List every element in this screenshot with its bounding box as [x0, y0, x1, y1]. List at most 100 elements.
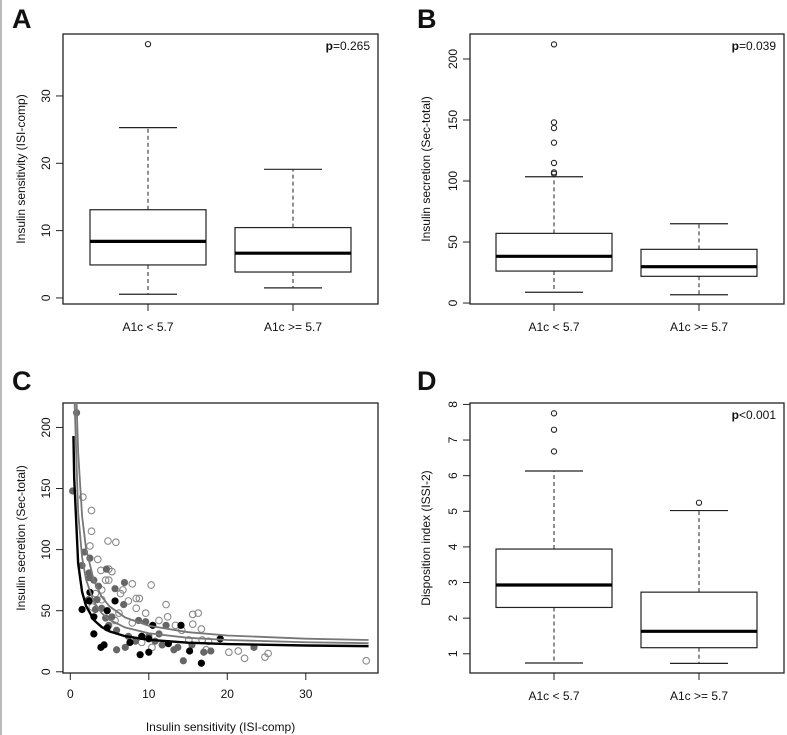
- x-category-label: A1c >= 5.7: [264, 320, 322, 334]
- scatter-series-3: [78, 588, 224, 667]
- scatter-point: [200, 648, 208, 656]
- p-value: <0.001: [739, 408, 776, 422]
- outlier-point: [550, 41, 558, 48]
- scatter-point: [132, 594, 141, 603]
- y-tick-label: 30: [39, 89, 53, 103]
- scatter-point: [100, 641, 108, 649]
- x-category-label: A1c < 5.7: [528, 689, 579, 703]
- p-value-label: p<0.001: [732, 408, 777, 422]
- scatter-point: [174, 643, 182, 651]
- x-tick-label: 10: [142, 687, 156, 701]
- scatter-point: [113, 646, 121, 654]
- scatter-point: [115, 609, 123, 617]
- scatter-point: [225, 648, 233, 657]
- scatter-point: [136, 651, 144, 659]
- outlier-point: [550, 426, 558, 433]
- p-symbol: p: [732, 408, 739, 422]
- panel-label: C: [12, 366, 32, 396]
- scatter-point: [240, 654, 249, 663]
- plot-frame: [469, 402, 785, 674]
- scatter-point: [87, 527, 96, 536]
- panel-d: D 1 2 3 4 5 6 7 8 Disposition index (ISSI-2) p<0.0…: [417, 366, 785, 703]
- y-tick-label: 200: [446, 49, 460, 69]
- panel-a: A 0 10 20 30 Insulin sensitivity (ISI-comp) p=…: [12, 4, 379, 334]
- scatter-point: [79, 493, 87, 501]
- x-category-label: A1c < 5.7: [528, 320, 579, 334]
- y-axis-title: Insulin secretion (Sec-total): [14, 465, 28, 610]
- outlier-point: [550, 170, 558, 177]
- scatter-point: [186, 647, 194, 655]
- box-2: [640, 223, 758, 296]
- y-tick-label: 100: [446, 171, 460, 191]
- y-tick-label: 0: [39, 668, 53, 675]
- y-tick-label: 20: [39, 156, 53, 170]
- y-axis-title: Insulin sensitivity (ISI-comp): [14, 94, 28, 243]
- y-tick-label: 1: [446, 650, 460, 657]
- x-tick-label: 20: [221, 687, 235, 701]
- fit-curve-3: [72, 435, 369, 648]
- p-symbol: p: [326, 39, 333, 53]
- x-axis-title: Insulin sensitivity (ISI-comp): [146, 720, 295, 734]
- y-tick-label: 6: [446, 472, 460, 479]
- outlier-point: [550, 159, 558, 167]
- iqr-box: [89, 209, 207, 266]
- scatter-point: [111, 597, 119, 605]
- scatter-point: [120, 578, 129, 587]
- scatter-point: [234, 647, 243, 655]
- outlier-point: [550, 124, 558, 132]
- scatter-point: [163, 612, 172, 621]
- y-tick-label: 10: [39, 224, 53, 238]
- scatter-point: [135, 594, 144, 603]
- box-2: [640, 499, 758, 664]
- scatter-point: [145, 648, 153, 656]
- scatter-point: [207, 647, 215, 655]
- scatter-point: [86, 542, 94, 550]
- x-category-label: A1c >= 5.7: [670, 689, 728, 703]
- plot-frame: [62, 33, 379, 305]
- scatter-point: [194, 609, 203, 617]
- y-tick-label: 150: [39, 478, 53, 498]
- scatter-point: [121, 643, 129, 651]
- scatter-point: [177, 621, 185, 629]
- scatter-point: [264, 649, 272, 658]
- scatter-point: [126, 638, 134, 647]
- scatter-point: [85, 597, 93, 605]
- scatter-point: [101, 576, 110, 584]
- y-tick-label: 50: [446, 235, 460, 249]
- outlier-point: [550, 139, 558, 146]
- scatter-point: [188, 620, 197, 628]
- scatter-point: [111, 538, 120, 547]
- scatter-point: [111, 585, 119, 593]
- outlier-point: [144, 40, 152, 48]
- p-symbol: p: [732, 39, 739, 53]
- scatter-point: [128, 579, 137, 588]
- outlier-point: [550, 410, 558, 417]
- iqr-box: [640, 591, 758, 649]
- fit-curve-1: [75, 403, 369, 641]
- y-tick-label: 100: [39, 539, 53, 559]
- y-tick-label: 150: [446, 110, 460, 130]
- scatter-point: [197, 625, 206, 633]
- y-tick-label: 8: [446, 401, 460, 408]
- scatter-point: [155, 616, 163, 625]
- scatter-point: [90, 630, 98, 638]
- scatter-point: [103, 607, 111, 615]
- panel-label: A: [12, 4, 32, 34]
- scatter-point: [78, 605, 86, 614]
- iqr-box: [495, 232, 613, 272]
- fit-curve-2: [73, 403, 369, 645]
- scatter-point: [162, 600, 170, 609]
- panel-b: B 0 50 100 150 200 Insulin secretion (Sec-tota…: [417, 4, 785, 334]
- scatter-point: [179, 657, 187, 665]
- p-value-label: p=0.039: [732, 39, 777, 53]
- panel-label: D: [417, 366, 437, 396]
- outlier-point: [550, 119, 558, 126]
- y-tick-label: 4: [446, 543, 460, 550]
- outlier-point: [695, 499, 703, 506]
- scatter-series-2: [69, 409, 258, 665]
- scatter-point: [104, 537, 112, 545]
- plot-frame: [62, 402, 379, 674]
- iqr-box: [495, 548, 613, 609]
